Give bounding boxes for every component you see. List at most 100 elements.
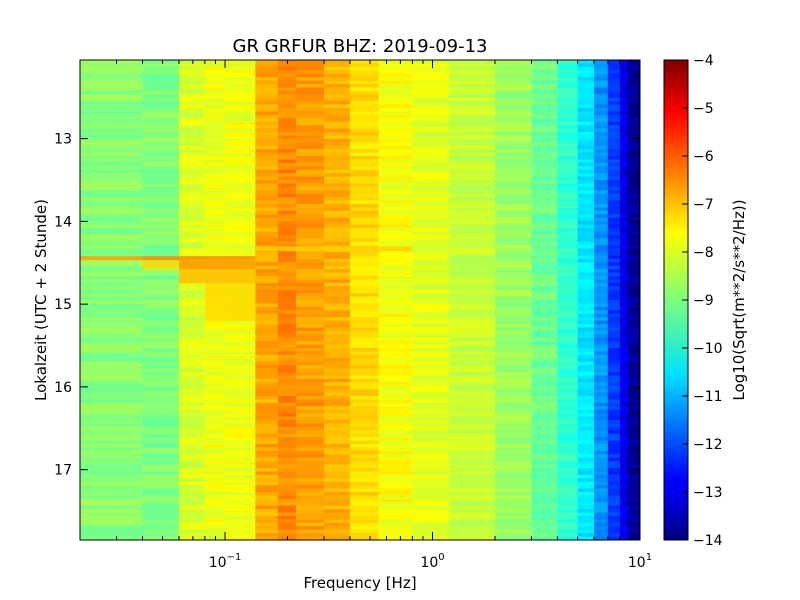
spectrogram-cell bbox=[494, 341, 532, 345]
spectrogram-cell bbox=[255, 152, 279, 157]
spectrogram-event bbox=[80, 256, 143, 261]
spectrogram-cell bbox=[628, 481, 640, 486]
spectrogram-cell bbox=[494, 313, 532, 318]
spectrogram-cell bbox=[607, 101, 621, 105]
spectrogram-cell bbox=[277, 101, 297, 105]
spectrogram-cell bbox=[142, 389, 180, 393]
spectrogram-cell bbox=[277, 337, 297, 342]
spectrogram-cell bbox=[494, 66, 532, 71]
spectrogram-cell bbox=[324, 375, 351, 380]
spectrogram-cell bbox=[577, 430, 595, 435]
spectrogram-cell bbox=[349, 409, 379, 414]
spectrogram-cell bbox=[448, 474, 496, 479]
spectrogram-cell bbox=[255, 70, 279, 75]
spectrogram-cell bbox=[412, 440, 450, 445]
spectrogram-cell bbox=[619, 169, 629, 174]
spectrogram-cell bbox=[296, 348, 325, 352]
spectrogram-cell bbox=[349, 310, 379, 315]
spectrogram-cell bbox=[531, 255, 558, 260]
spectrogram-cell bbox=[204, 63, 226, 68]
spectrogram-cell bbox=[531, 402, 558, 407]
spectrogram-cell bbox=[531, 365, 558, 369]
spectrogram-cell bbox=[494, 162, 532, 167]
spectrogram-cell bbox=[349, 162, 379, 167]
spectrogram-cell bbox=[80, 118, 143, 123]
spectrogram-cell bbox=[296, 341, 325, 345]
spectrogram-cell bbox=[277, 183, 297, 188]
spectrogram-cell bbox=[255, 108, 279, 112]
spectrogram-cell bbox=[296, 495, 325, 500]
spectrogram-cell bbox=[531, 234, 558, 239]
spectrogram-cell bbox=[204, 66, 226, 71]
spectrogram-cell bbox=[628, 66, 640, 71]
spectrogram-cell bbox=[593, 416, 609, 421]
spectrogram-cell bbox=[179, 210, 206, 215]
spectrogram-cell bbox=[277, 389, 297, 393]
spectrogram-cell bbox=[225, 378, 256, 383]
spectrogram-cell bbox=[593, 108, 609, 112]
spectrogram-cell bbox=[412, 84, 450, 88]
spectrogram-cell bbox=[204, 378, 226, 383]
spectrogram-cell bbox=[628, 317, 640, 321]
spectrogram-cell bbox=[494, 121, 532, 126]
spectrogram-cell bbox=[324, 416, 351, 421]
spectrogram-cell bbox=[378, 516, 413, 520]
spectrogram-cell bbox=[557, 440, 578, 445]
spectrogram-cell bbox=[577, 464, 595, 469]
spectrogram-cell bbox=[628, 180, 640, 184]
spectrogram-cell bbox=[349, 505, 379, 510]
spectrogram-cell bbox=[628, 306, 640, 311]
spectrogram-cell bbox=[531, 156, 558, 160]
spectrogram-cell bbox=[142, 399, 180, 404]
spectrogram-cell bbox=[557, 375, 578, 380]
spectrogram-cell bbox=[412, 385, 450, 390]
spectrogram-cell bbox=[324, 255, 351, 260]
spectrogram-cell bbox=[412, 245, 450, 249]
spectrogram-cell bbox=[349, 450, 379, 455]
spectrogram-cell bbox=[296, 293, 325, 297]
spectrogram-cell bbox=[448, 145, 496, 150]
spectrogram-cell bbox=[179, 114, 206, 119]
spectrogram-cell bbox=[577, 498, 595, 503]
spectrogram-cell bbox=[179, 296, 206, 301]
spectrogram-cell bbox=[593, 138, 609, 143]
spectrogram-cell bbox=[557, 145, 578, 150]
spectrogram-cell bbox=[324, 327, 351, 332]
spectrogram-cell bbox=[225, 495, 256, 500]
spectrogram-cell bbox=[628, 440, 640, 445]
spectrogram-cell bbox=[494, 416, 532, 421]
spectrogram-cell bbox=[296, 378, 325, 383]
spectrogram-cell bbox=[324, 471, 351, 476]
spectrogram-cell bbox=[179, 293, 206, 297]
spectrogram-cell bbox=[142, 159, 180, 164]
spectrogram-cell bbox=[557, 176, 578, 181]
spectrogram-cell bbox=[142, 526, 180, 531]
spectrogram-cell bbox=[619, 389, 629, 393]
spectrogram-cell bbox=[619, 156, 629, 160]
spectrogram-cell bbox=[204, 450, 226, 455]
x-tick-label: 101 bbox=[628, 552, 652, 571]
spectrogram-cell bbox=[255, 348, 279, 352]
spectrogram-cell bbox=[255, 354, 279, 359]
spectrogram-cell bbox=[628, 241, 640, 246]
spectrogram-cell bbox=[142, 481, 180, 486]
spectrogram-cell bbox=[577, 210, 595, 215]
spectrogram-cell bbox=[349, 464, 379, 469]
spectrogram-cell bbox=[494, 173, 532, 177]
spectrogram-cell bbox=[557, 492, 578, 496]
spectrogram-cell bbox=[593, 90, 609, 95]
spectrogram-cell bbox=[557, 135, 578, 140]
spectrogram-cell bbox=[412, 210, 450, 215]
spectrogram-cell bbox=[225, 488, 256, 493]
spectrogram-cell bbox=[619, 63, 629, 68]
spectrogram-cell bbox=[349, 193, 379, 198]
spectrogram-cell bbox=[324, 303, 351, 308]
spectrogram-cell bbox=[593, 293, 609, 297]
spectrogram-cell bbox=[412, 276, 450, 280]
spectrogram-cell bbox=[324, 351, 351, 356]
spectrogram-cell bbox=[494, 238, 532, 243]
spectrogram-cell bbox=[204, 392, 226, 397]
spectrogram-cell bbox=[179, 142, 206, 147]
spectrogram-cell bbox=[277, 529, 297, 534]
spectrogram-cell bbox=[557, 248, 578, 253]
